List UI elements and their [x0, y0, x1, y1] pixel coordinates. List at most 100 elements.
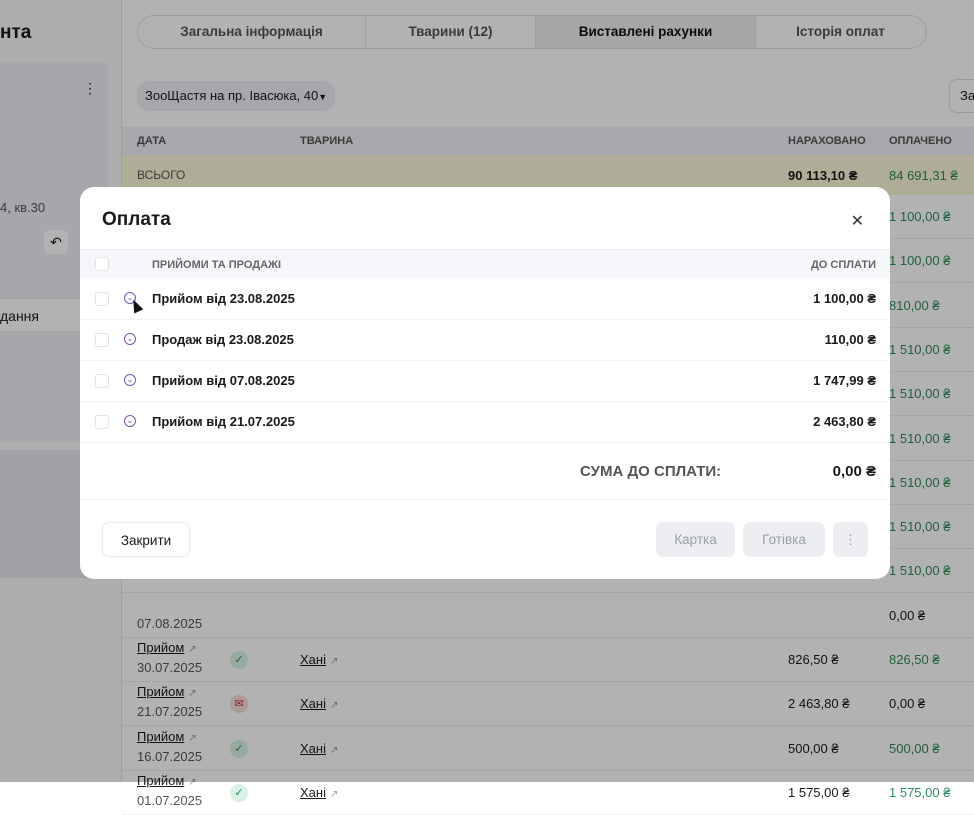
pet-link[interactable]: Хані ↗: [300, 696, 338, 711]
client-title: нта: [0, 22, 32, 43]
chevron-down-icon[interactable]: ⌄: [124, 374, 136, 386]
col-paid: ОПЛАЧЕНО: [889, 135, 952, 147]
table-header: ДАТА ТВАРИНА НАРАХОВАНО ОПЛАЧЕНО: [122, 127, 974, 155]
sum-value: 0,00 ₴: [832, 463, 876, 480]
close-button[interactable]: Закрити: [102, 522, 190, 557]
table-row[interactable]: Прийом ↗ 16.07.2025 ✓ Хані ↗ 500,00 ₴ 500,…: [122, 727, 974, 771]
paid-check-icon: ✓: [230, 783, 248, 802]
payment-item: ⌄ Прийом від 21.07.2025 2 463,80 ₴: [80, 402, 890, 443]
total-label: ВСЬОГО: [137, 168, 186, 182]
modal-table-header: ПРИЙОМИ ТА ПРОДАЖІ ДО СПЛАТИ: [80, 249, 890, 278]
table-row[interactable]: 1 510,00 ₴: [122, 549, 974, 594]
right-button[interactable]: За: [949, 79, 974, 113]
select-all-checkbox[interactable]: [95, 257, 109, 271]
sum-label: СУМА ДО СПЛАТИ:: [580, 463, 722, 480]
item-name: Прийом від 07.08.2025: [152, 373, 295, 388]
pet-name: Хані: [300, 652, 326, 667]
paid-amount: 1 510,00 ₴: [889, 474, 951, 490]
external-link-icon[interactable]: ↗: [329, 656, 339, 667]
col-date: ДАТА: [137, 135, 167, 147]
paid-amount: 0,00 ₴: [889, 607, 926, 623]
pet-name: Хані: [300, 740, 326, 756]
caret-down-icon: ▼: [318, 92, 328, 102]
charged-amount: 826,50 ₴: [788, 652, 839, 667]
paid-amount: 0,00 ₴: [889, 696, 926, 712]
paid-amount: 1 510,00 ₴: [889, 519, 951, 535]
card-button[interactable]: Картка: [656, 522, 735, 557]
table-row[interactable]: 07.08.2025 0,00 ₴: [122, 594, 974, 638]
pet-name: Хані: [300, 784, 326, 800]
row-date: 30.07.2025: [137, 660, 203, 675]
paid-amount: 500,00 ₴: [889, 740, 940, 756]
tab-pets[interactable]: Тварини (12): [366, 16, 536, 48]
item-checkbox[interactable]: [95, 415, 109, 429]
paid-check-icon: ✓: [230, 651, 248, 669]
more-options-button[interactable]: ⋮: [833, 522, 868, 557]
close-icon[interactable]: ✕: [850, 213, 864, 230]
paid-amount: 1 510,00 ₴: [889, 386, 951, 402]
col-charged: НАРАХОВАНО: [788, 135, 866, 147]
client-address: 4, кв.30: [0, 200, 46, 215]
item-checkbox[interactable]: [95, 292, 109, 306]
item-name: Прийом від 21.07.2025: [152, 414, 295, 429]
total-charged: 90 113,10 ₴: [788, 168, 858, 183]
pet-link[interactable]: Хані ↗: [300, 652, 338, 667]
paid-amount: 1 100,00 ₴: [889, 253, 951, 269]
charged-amount: 2 463,80 ₴: [788, 696, 850, 712]
paid-amount: 810,00 ₴: [889, 297, 940, 313]
table-row[interactable]: Прийом ↗ 30.07.2025 ✓ Хані ↗ 826,50 ₴ 826,…: [122, 638, 974, 682]
tab-invoices[interactable]: Виставлені рахунки: [536, 16, 756, 48]
row-date: 21.07.2025: [137, 704, 203, 720]
external-link-icon[interactable]: ↗: [188, 688, 197, 700]
item-due: 110,00 ₴: [824, 332, 876, 347]
pet-link[interactable]: Хані ↗: [300, 741, 338, 756]
chevron-down-icon[interactable]: ⌄: [124, 415, 136, 427]
paid-amount: 1 510,00 ₴: [889, 563, 951, 579]
row-date: 16.07.2025: [137, 748, 203, 764]
paid-amount: 1 510,00 ₴: [889, 341, 951, 357]
row-date: 07.08.2025: [137, 615, 203, 631]
tabs: Загальна інформація Тварини (12) Виставл…: [137, 15, 927, 49]
undo-icon[interactable]: ↶: [44, 230, 68, 254]
pet-name: Хані: [300, 696, 326, 712]
item-due: 1 747,99 ₴: [813, 373, 876, 388]
table-row[interactable]: Прийом ↗ 21.07.2025 ✉ Хані ↗ 2 463,80 ₴ 0,…: [122, 682, 974, 727]
payment-modal: Оплата ✕ ПРИЙОМИ ТА ПРОДАЖІ ДО СПЛАТИ ⌄ …: [80, 187, 890, 579]
tab-payment-history[interactable]: Історія оплат: [756, 16, 926, 48]
visit-type: Прийом: [137, 640, 185, 655]
paid-amount: 1 575,00 ₴: [889, 784, 951, 800]
external-link-icon[interactable]: ↗: [188, 732, 197, 744]
paid-check-icon: ✓: [230, 739, 248, 758]
visit-link[interactable]: Прийом ↗: [137, 729, 197, 744]
visit-link[interactable]: Прийом ↗: [137, 684, 197, 699]
paid-amount: 1 100,00 ₴: [889, 209, 951, 224]
payment-item: ⌄ Прийом від 07.08.2025 1 747,99 ₴: [80, 361, 890, 402]
paid-amount: 826,50 ₴: [889, 652, 940, 667]
total-paid: 84 691,31 ₴: [889, 168, 958, 183]
visit-type: Прийом: [137, 684, 185, 700]
clinic-select[interactable]: ЗооЩастя на пр. Івасюка, 40▼: [137, 81, 336, 111]
header-items: ПРИЙОМИ ТА ПРОДАЖІ: [152, 259, 282, 271]
item-name: Прийом від 23.08.2025: [152, 291, 295, 306]
external-link-icon[interactable]: ↗: [329, 744, 339, 756]
more-icon[interactable]: ⋮: [83, 80, 97, 96]
item-name: Продаж від 23.08.2025: [152, 332, 294, 347]
row-date: 01.07.2025: [137, 792, 203, 808]
clinic-select-value: ЗооЩастя на пр. Івасюка, 40: [145, 88, 319, 103]
visit-link[interactable]: Прийом ↗: [137, 640, 197, 655]
tab-general[interactable]: Загальна інформація: [138, 16, 366, 48]
external-link-icon[interactable]: ↗: [329, 700, 339, 712]
item-checkbox[interactable]: [95, 374, 109, 388]
external-link-icon[interactable]: ↗: [329, 788, 339, 800]
charged-amount: 500,00 ₴: [788, 740, 839, 756]
paid-amount: 1 510,00 ₴: [889, 430, 951, 446]
external-link-icon[interactable]: ↗: [188, 644, 197, 655]
chevron-down-icon[interactable]: ⌄: [124, 333, 136, 345]
chevron-down-icon[interactable]: ⌄: [124, 292, 136, 304]
modal-title: Оплата: [102, 209, 171, 230]
cash-button[interactable]: Готівка: [743, 522, 825, 557]
item-due: 2 463,80 ₴: [813, 414, 876, 429]
pet-link[interactable]: Хані ↗: [300, 785, 338, 800]
item-checkbox[interactable]: [95, 333, 109, 347]
payment-item: ⌄ Прийом від 23.08.2025 1 100,00 ₴: [80, 279, 890, 320]
